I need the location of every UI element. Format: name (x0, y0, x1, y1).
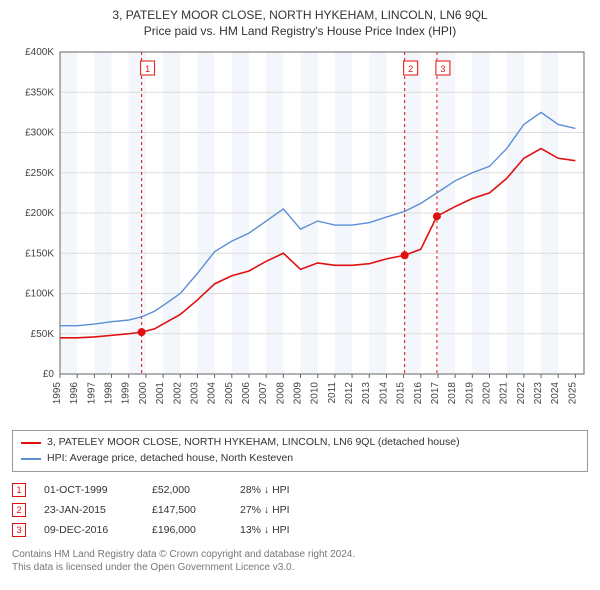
attribution-line1: Contains HM Land Registry data © Crown c… (12, 548, 588, 561)
svg-text:1997: 1997 (86, 382, 97, 405)
svg-text:£50K: £50K (31, 329, 55, 340)
svg-text:£200K: £200K (25, 208, 54, 219)
chart-svg: £0 £50K £100K £150K £200K £250K £300K £350K £400… (12, 44, 588, 424)
sales-row: 2 23-JAN-2015 £147,500 27% ↓ HPI (12, 500, 588, 520)
svg-text:2009: 2009 (293, 382, 304, 405)
svg-text:£100K: £100K (25, 289, 54, 300)
svg-text:3: 3 (440, 64, 445, 74)
sale-diff: 28% ↓ HPI (240, 484, 330, 496)
title-block: 3, PATELEY MOOR CLOSE, NORTH HYKEHAM, LI… (12, 8, 588, 38)
svg-text:2005: 2005 (224, 382, 235, 405)
svg-text:2014: 2014 (378, 382, 389, 405)
svg-text:£300K: £300K (25, 128, 54, 139)
svg-text:2015: 2015 (396, 382, 407, 405)
svg-text:2012: 2012 (344, 382, 355, 405)
attribution-line2: This data is licensed under the Open Gov… (12, 561, 588, 574)
svg-text:2010: 2010 (310, 382, 321, 405)
svg-text:2018: 2018 (447, 382, 458, 405)
chart-title: 3, PATELEY MOOR CLOSE, NORTH HYKEHAM, LI… (12, 8, 588, 22)
sale-price: £147,500 (152, 504, 222, 516)
svg-text:2011: 2011 (327, 382, 338, 404)
svg-text:1: 1 (145, 64, 150, 74)
svg-text:2008: 2008 (275, 382, 286, 405)
svg-text:2021: 2021 (499, 382, 510, 405)
sale-price: £52,000 (152, 484, 222, 496)
legend-swatch (21, 458, 41, 460)
svg-text:£400K: £400K (25, 47, 54, 58)
svg-text:2002: 2002 (172, 382, 183, 405)
attribution: Contains HM Land Registry data © Crown c… (12, 548, 588, 574)
chart: £0 £50K £100K £150K £200K £250K £300K £350K £400… (12, 44, 588, 424)
svg-text:2000: 2000 (138, 382, 149, 405)
svg-text:2016: 2016 (413, 382, 424, 405)
svg-text:2001: 2001 (155, 382, 166, 405)
svg-text:2006: 2006 (241, 382, 252, 405)
legend-swatch (21, 442, 41, 444)
sale-date: 01-OCT-1999 (44, 484, 134, 496)
sale-date: 09-DEC-2016 (44, 524, 134, 536)
svg-text:1998: 1998 (104, 382, 115, 405)
svg-text:2007: 2007 (258, 382, 269, 405)
svg-text:2003: 2003 (189, 382, 200, 405)
svg-text:2004: 2004 (207, 382, 218, 405)
svg-text:1999: 1999 (121, 382, 132, 405)
svg-text:2017: 2017 (430, 382, 441, 405)
svg-text:2022: 2022 (516, 382, 527, 405)
svg-text:1996: 1996 (69, 382, 80, 405)
svg-text:2020: 2020 (482, 382, 493, 405)
svg-text:2: 2 (408, 64, 413, 74)
sale-price: £196,000 (152, 524, 222, 536)
legend-label: 3, PATELEY MOOR CLOSE, NORTH HYKEHAM, LI… (47, 435, 460, 451)
sale-diff: 27% ↓ HPI (240, 504, 330, 516)
sale-marker-icon: 1 (12, 483, 26, 497)
svg-text:£150K: £150K (25, 248, 54, 259)
sale-marker-icon: 2 (12, 503, 26, 517)
legend-item: HPI: Average price, detached house, Nort… (21, 451, 579, 467)
sales-table: 1 01-OCT-1999 £52,000 28% ↓ HPI 2 23-JAN-2015… (12, 480, 588, 540)
svg-text:2024: 2024 (550, 382, 561, 405)
svg-text:£250K: £250K (25, 168, 54, 179)
svg-text:1995: 1995 (52, 382, 63, 405)
legend: 3, PATELEY MOOR CLOSE, NORTH HYKEHAM, LI… (12, 430, 588, 472)
chart-subtitle: Price paid vs. HM Land Registry's House … (12, 24, 588, 38)
legend-label: HPI: Average price, detached house, Nort… (47, 451, 293, 467)
sale-diff: 13% ↓ HPI (240, 524, 330, 536)
sale-date: 23-JAN-2015 (44, 504, 134, 516)
legend-item: 3, PATELEY MOOR CLOSE, NORTH HYKEHAM, LI… (21, 435, 579, 451)
svg-text:2023: 2023 (533, 382, 544, 405)
sales-row: 3 09-DEC-2016 £196,000 13% ↓ HPI (12, 520, 588, 540)
svg-text:2019: 2019 (464, 382, 475, 405)
svg-text:2025: 2025 (567, 382, 578, 405)
sale-marker-icon: 3 (12, 523, 26, 537)
sales-row: 1 01-OCT-1999 £52,000 28% ↓ HPI (12, 480, 588, 500)
svg-text:2013: 2013 (361, 382, 372, 405)
svg-text:£350K: £350K (25, 87, 54, 98)
svg-text:£0: £0 (43, 369, 55, 380)
